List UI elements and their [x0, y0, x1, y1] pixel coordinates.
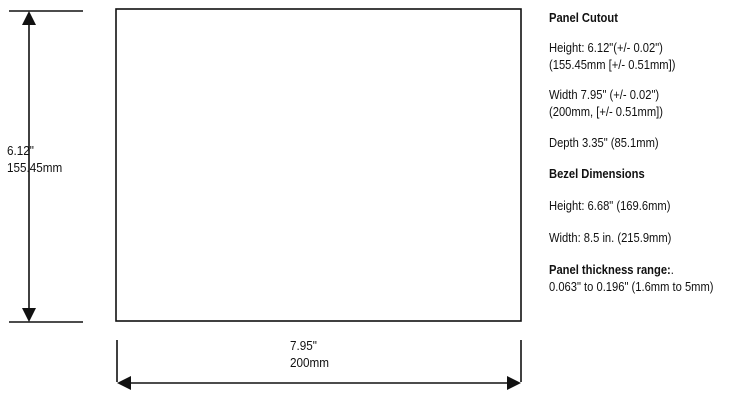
width-dimension-line	[116, 340, 522, 384]
cutout-height-line1: Height: 6.12"(+/- 0.02")	[549, 40, 663, 55]
panel-cutout-heading: Panel Cutout	[549, 10, 618, 25]
bezel-width: Width: 8.5 in. (215.9mm)	[549, 230, 672, 245]
width-mm: 200mm	[290, 355, 330, 370]
bezel-height: Height: 6.68" (169.6mm)	[549, 198, 671, 213]
panel-thickness-title: Panel thickness range:	[549, 262, 671, 277]
width-dimension-label: 7.95" 200mm	[290, 337, 329, 371]
panel-cutout-rectangle	[115, 8, 522, 322]
width-inches: 7.95"	[290, 338, 317, 353]
panel-thickness-heading: Panel thickness range:.	[549, 261, 725, 278]
panel-thickness-title-suffix: .	[670, 262, 674, 277]
cutout-width-line2: (200mm, [+/- 0.51mm])	[549, 104, 664, 119]
cutout-width-line1: Width 7.95" (+/- 0.02")	[549, 87, 660, 102]
height-dimension-line	[9, 10, 83, 323]
height-arrow-bottom	[22, 308, 36, 322]
cutout-depth: Depth 3.35" (85.1mm)	[549, 135, 659, 150]
height-dimension-label: 6.12" 155.45mm	[7, 142, 62, 176]
cutout-height-line2: (155.45mm [+/- 0.51mm])	[549, 57, 676, 72]
specifications-panel: Panel Cutout Height: 6.12"(+/- 0.02") (1…	[549, 9, 725, 295]
width-arrow-left	[117, 376, 131, 390]
bezel-dimensions-heading: Bezel Dimensions	[549, 166, 645, 181]
height-mm: 155.45mm	[7, 160, 63, 175]
panel-thickness-value: 0.063" to 0.196" (1.6mm to 5mm)	[549, 279, 714, 294]
width-arrow-right	[507, 376, 521, 390]
height-inches: 6.12"	[7, 143, 34, 158]
height-arrow-top	[22, 11, 36, 25]
